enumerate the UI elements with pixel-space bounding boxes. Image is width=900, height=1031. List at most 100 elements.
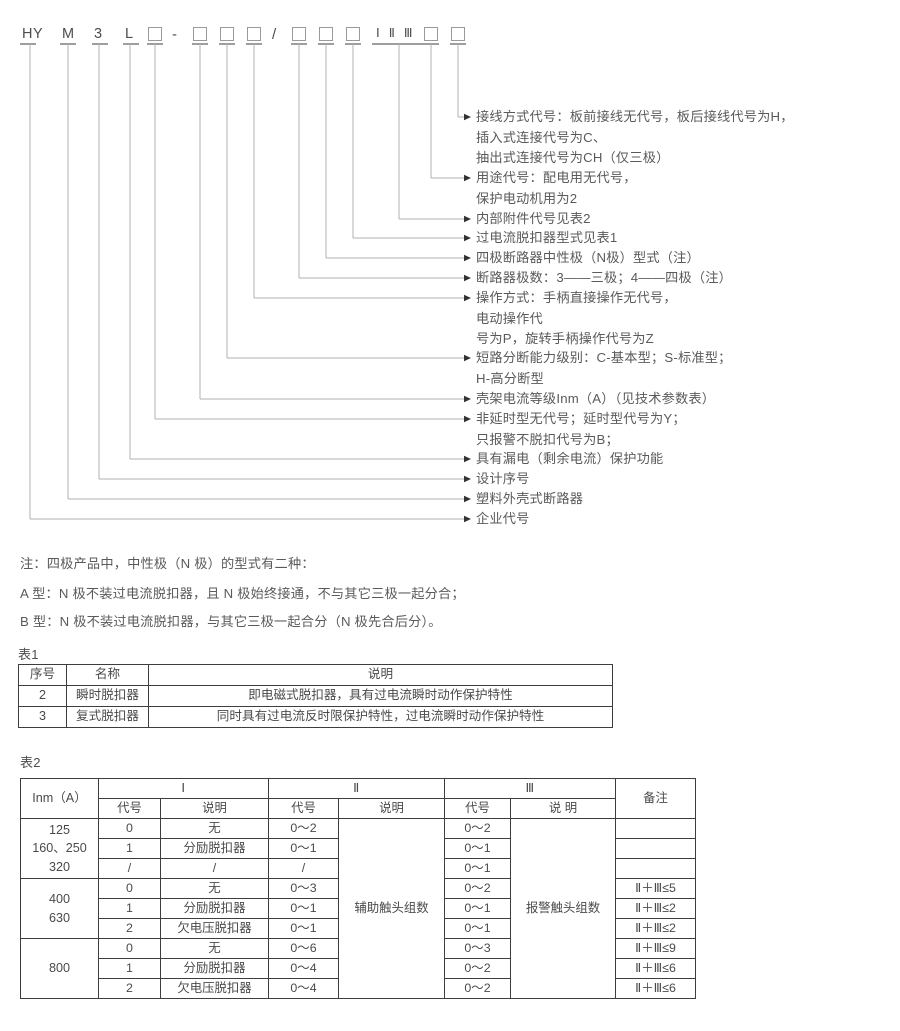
table2-g1-code: 0 (98, 938, 161, 959)
annotation-a-8: 短路分断能力级别：C-基本型；S-标准型； H-高分断型 (476, 348, 732, 389)
note-note-b: B 型：N 极不装过电流脱扣器，与其它三极一起合分（N 极先合后分）。 (20, 614, 442, 629)
table2-g2-code: / (268, 858, 339, 879)
table2-g2-code: 0～3 (268, 878, 339, 899)
annotation-line: 电动操作代 (476, 310, 543, 326)
code-token-t-slash: / (272, 26, 277, 43)
code-placeholder-box (292, 27, 306, 41)
table2-group-header-1: Ⅰ (98, 778, 269, 799)
annotation-line: 内部附件代号见表2 (476, 211, 591, 226)
annotation-a-13: 塑料外壳式断路器 (476, 489, 583, 510)
leader-arrowhead (464, 215, 471, 223)
table2-g2-code: 0～4 (268, 958, 339, 979)
table2-g2-code: 0～1 (268, 838, 339, 859)
table2-g2-code: 0～6 (268, 938, 339, 959)
leader-arrowhead (464, 234, 471, 242)
table2-subheader-g2_desc: 说明 (338, 798, 445, 819)
annotation-line: 过电流脱扣器型式见表1 (476, 230, 618, 245)
note-note-a: A 型：N 极不装过电流脱扣器，且 N 极始终接通，不与其它三极一起分合； (20, 586, 465, 601)
leader-arrowhead (464, 174, 471, 182)
table2-g2-desc-merged: 辅助触头组数 (338, 818, 445, 999)
code-placeholder-box (451, 27, 465, 41)
table1-cell: 同时具有过电流反时限保护特性，过电流瞬时动作保护特性 (148, 706, 613, 728)
table2-g1-desc: 分励脱扣器 (160, 838, 269, 859)
table2-subheader-g1_code: 代号 (98, 798, 161, 819)
table2-inm-line: 800 (48, 961, 70, 976)
table2-subheader-g3_desc: 说 明 (510, 798, 616, 819)
annotation-line: 抽出式连接代号为CH（仅三极） (476, 150, 670, 165)
table2-g3-code: 0～1 (444, 838, 511, 859)
table2-subheader-g2_code: 代号 (268, 798, 339, 819)
annotation-a-6: 断路器极数：3——三极；4——四极（注） (476, 268, 732, 289)
table1-cell: 瞬时脱扣器 (66, 685, 149, 707)
leader-arrowhead (464, 354, 471, 362)
annotation-line: H-高分断型 (476, 370, 544, 386)
annotation-line: 四极断路器中性极（N极）型式（注） (476, 250, 700, 265)
table2-internal-accessories: Inm（A） Ⅰ Ⅱ Ⅲ 备注 代号 说明 代号 说明 代号说 明 125 160、250 320 0 无 0… (20, 778, 696, 999)
table2-g2-code: 0～4 (268, 978, 339, 999)
table2-g2-code: 0～2 (268, 818, 339, 839)
table2-g3-code: 0～1 (444, 858, 511, 879)
table2-g1-code: 1 (98, 898, 161, 919)
table2-g1-code: 1 (98, 958, 161, 979)
code-placeholder-box (220, 27, 234, 41)
leader-arrowhead (464, 113, 471, 121)
table2-g3-code: 0～2 (444, 878, 511, 899)
table2-g1-code: 1 (98, 838, 161, 859)
annotation-a-2: 用途代号：配电用无代号， 保护电动机用为2 (476, 168, 637, 209)
table2-g3-code: 0～1 (444, 918, 511, 939)
table2-g1-desc: 无 (160, 938, 269, 959)
table2-g3-code: 0～2 (444, 818, 511, 839)
table2-remark-cell: Ⅱ＋Ⅲ≤6 (615, 978, 696, 999)
table1-header-row: 序号 名称 说明 (18, 664, 613, 686)
table2-row: 1 分励脱扣器 0～4 0～2 Ⅱ＋Ⅲ≤6 (21, 958, 696, 979)
table2-g1-desc: 分励脱扣器 (160, 958, 269, 979)
roman-numeral-3: Ⅲ (403, 26, 413, 40)
annotation-a-3: 内部附件代号见表2 (476, 209, 591, 230)
table2-g3-code: 0～1 (444, 898, 511, 919)
annotation-a-9: 壳架电流等级Inm（A）（见技术参数表） (476, 389, 715, 410)
annotation-a-1: 接线方式代号：板前接线无代号，板后接线代号为H， 插入式连接代号为C、 抽出式连接代… (476, 107, 794, 169)
annotation-line: 具有漏电（剩余电流）保护功能 (476, 451, 664, 466)
table2-row: / //0～1 (21, 858, 696, 879)
table1-row: 3 复式脱扣器 同时具有过电流反时限保护特性，过电流瞬时动作保护特性 (18, 706, 613, 728)
table2-g1-code: 2 (98, 918, 161, 939)
table2-remark-header: 备注 (615, 778, 696, 819)
annotation-line: 壳架电流等级Inm（A）（见技术参数表） (476, 391, 716, 406)
table2-g1-desc: 分励脱扣器 (160, 898, 269, 919)
table2-header-row-2: 代号 说明 代号 说明 代号说 明 (21, 798, 696, 819)
annotation-a-11: 具有漏电（剩余电流）保护功能 (476, 449, 663, 470)
table2-row: 800 0 无 0～6 0～3 Ⅱ＋Ⅲ≤9 (20, 938, 696, 999)
annotation-line: 号为P，旋转手柄操作代号为Z (476, 331, 654, 346)
code-placeholder-box (148, 27, 162, 41)
table2-g3-code: 0～2 (444, 978, 511, 999)
table2-inm-cell: 400 630 (20, 878, 99, 939)
table2-row: 2 欠电压脱扣器 0～1 0～1 Ⅱ＋Ⅲ≤2 (21, 918, 696, 939)
code-placeholder-box (346, 27, 360, 41)
table2-remark-cell (615, 858, 696, 879)
table2-subheader-g1_desc: 说明 (160, 798, 269, 819)
table2-row: 1 分励脱扣器 0～1 0～1 (21, 838, 696, 859)
table2-inm-line: 320 (48, 859, 70, 874)
leader-arrowhead (464, 455, 471, 463)
table2-g3-code: 0～2 (444, 958, 511, 979)
leader-arrowhead (464, 475, 471, 483)
table1-cell: 2 (18, 685, 67, 707)
code-token-t-hy: HY (22, 26, 44, 42)
table2-g1-desc: 无 (160, 878, 269, 899)
table1-row: 2 瞬时脱扣器 即电磁式脱扣器，具有过电流瞬时动作保护特性 (18, 685, 613, 707)
table2-remark-cell: Ⅱ＋Ⅲ≤9 (615, 938, 696, 959)
annotation-line: 用途代号：配电用无代号， (476, 170, 637, 185)
leader-arrowhead (464, 515, 471, 523)
code-placeholder-box (247, 27, 261, 41)
table2-remark-cell: Ⅱ＋Ⅲ≤2 (615, 898, 696, 919)
note-note-0: 注：四极产品中，中性极（N 极）的型式有二种： (20, 556, 315, 571)
table2-inm-line: 160、250 (32, 841, 87, 856)
table2-subheader-g3_code: 代号 (444, 798, 511, 819)
annotation-line: 塑料外壳式断路器 (476, 491, 584, 506)
table2-inm-line: 400 (48, 892, 70, 907)
annotation-a-14: 企业代号 (476, 509, 530, 530)
table2-g1-code: 2 (98, 978, 161, 999)
annotation-a-12: 设计序号 (476, 469, 530, 490)
code-placeholder-box (193, 27, 207, 41)
